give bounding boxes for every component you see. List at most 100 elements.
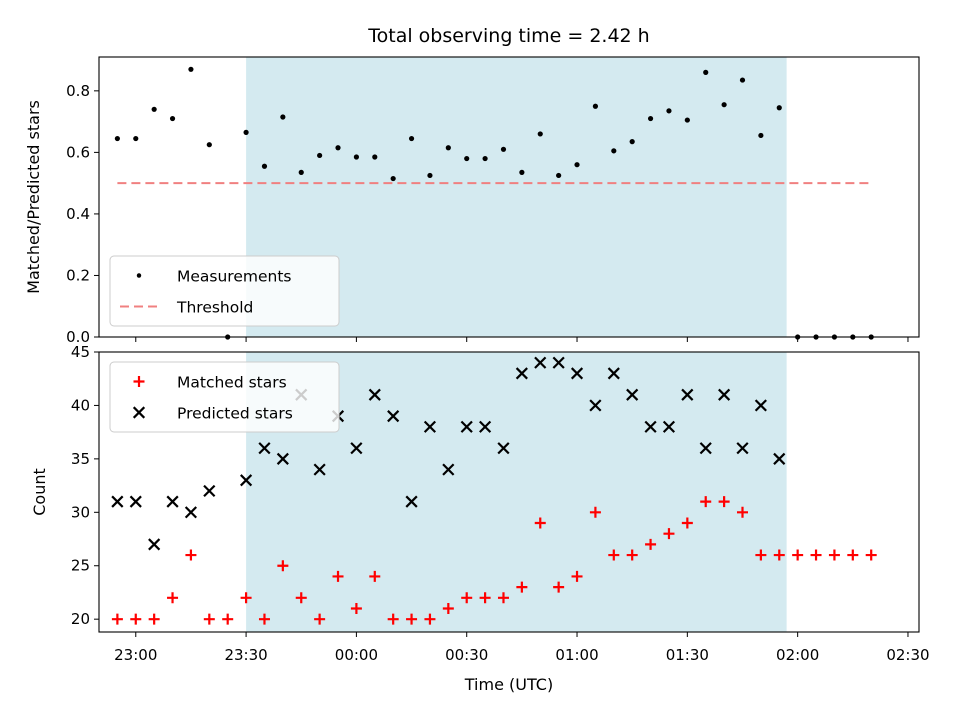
bottom-series1-point-24 bbox=[552, 356, 565, 369]
bottom-series1-point-2 bbox=[148, 538, 161, 551]
top-series0-point-3 bbox=[169, 115, 176, 122]
bottom-series0-point-27 bbox=[608, 549, 620, 561]
bottom-series0-point-1 bbox=[130, 613, 142, 625]
bottom-series1-point-17 bbox=[423, 420, 437, 433]
bottom-series1-point-28 bbox=[626, 388, 639, 401]
xtick-label-5: 01:30 bbox=[666, 646, 709, 664]
top-legend-label-0: Measurements bbox=[177, 268, 292, 286]
bottom-series0-point-20 bbox=[479, 592, 491, 604]
bottom-series1-point-36 bbox=[773, 452, 786, 465]
x-axis-label: Time (UTC) bbox=[464, 675, 553, 694]
bottom-series0-point-24 bbox=[553, 581, 565, 593]
bottom-series0-point-35 bbox=[755, 549, 767, 561]
top-series0-point-0 bbox=[114, 135, 120, 142]
top-series0-point-9 bbox=[280, 114, 286, 120]
top-series0-point-27 bbox=[611, 148, 617, 154]
bottom-series1-point-30 bbox=[662, 420, 676, 433]
bottom-series0-point-23 bbox=[534, 517, 546, 529]
bottom-series1-point-9 bbox=[276, 452, 289, 465]
bottom-ytick-label-2: 30 bbox=[71, 503, 90, 521]
bottom-series0-point-6 bbox=[222, 613, 234, 625]
bottom-legend-label-1: Predicted stars bbox=[177, 405, 293, 423]
bottom-series0-point-26 bbox=[589, 506, 601, 518]
top-ytick-label-3: 0.6 bbox=[66, 143, 90, 161]
top-series0-point-10 bbox=[298, 169, 304, 175]
bottom-series0-point-37 bbox=[792, 549, 804, 561]
chart-title: Total observing time = 2.42 h bbox=[367, 25, 649, 47]
top-series0-point-28 bbox=[629, 139, 635, 145]
bottom-series1-point-25 bbox=[570, 367, 584, 380]
bottom-series0-point-17 bbox=[424, 613, 436, 625]
top-series0-point-23 bbox=[537, 131, 543, 137]
bottom-series1-point-33 bbox=[718, 388, 731, 401]
bottom-series1-point-34 bbox=[736, 442, 749, 455]
bottom-series0-point-7 bbox=[240, 592, 252, 604]
bottom-series0-point-5 bbox=[203, 613, 215, 625]
bottom-series0-point-40 bbox=[847, 549, 859, 561]
bottom-series0-point-31 bbox=[681, 517, 693, 529]
bottom-series0-point-34 bbox=[736, 506, 748, 518]
bottom-series1-point-7 bbox=[240, 474, 253, 487]
bottom-series1-point-19 bbox=[460, 420, 473, 433]
top-series0-point-36 bbox=[776, 105, 782, 111]
top-ytick-label-4: 0.8 bbox=[66, 82, 90, 100]
top-series0-point-24 bbox=[556, 172, 562, 179]
top-series0-point-4 bbox=[188, 66, 194, 72]
bottom-panel: 20 25 30 35 40 45 23:00 23:30 00:00 00:30 01:00 01:… bbox=[30, 343, 930, 694]
bottom-series1-point-8 bbox=[258, 442, 271, 455]
bottom-series1-point-13 bbox=[350, 442, 363, 455]
xtick-label-1: 23:30 bbox=[224, 646, 267, 664]
bottom-panel-frame bbox=[98, 351, 920, 633]
bottom-series1-point-27 bbox=[607, 367, 620, 380]
bottom-legend-swatch-0 bbox=[133, 376, 145, 387]
bottom-series0-point-8 bbox=[258, 613, 270, 625]
bottom-series1-point-22 bbox=[515, 367, 528, 380]
bottom-series0-point-18 bbox=[442, 602, 454, 614]
top-series0-point-31 bbox=[684, 117, 690, 123]
top-series0-point-34 bbox=[739, 77, 746, 83]
bottom-panel-marks bbox=[111, 356, 877, 625]
bottom-series1-point-5 bbox=[203, 484, 216, 498]
top-series0-point-26 bbox=[592, 103, 599, 109]
top-series0-point-15 bbox=[390, 175, 396, 182]
bottom-series1-point-32 bbox=[699, 442, 712, 455]
bottom-series0-point-38 bbox=[810, 549, 822, 561]
top-panel-ticks: 0.0 0.2 0.4 0.6 0.8 bbox=[66, 82, 909, 346]
top-panel-marks bbox=[114, 66, 874, 340]
top-ytick-label-1: 0.2 bbox=[66, 266, 90, 284]
bottom-series0-point-19 bbox=[461, 592, 473, 604]
bottom-series0-point-3 bbox=[167, 592, 179, 604]
bottom-series0-point-12 bbox=[332, 570, 344, 582]
top-series0-point-11 bbox=[317, 152, 323, 159]
bottom-legend-box bbox=[109, 361, 340, 433]
top-series0-point-25 bbox=[574, 162, 580, 168]
top-ytick-label-0: 0.0 bbox=[66, 328, 90, 346]
bottom-legend-swatch-1 bbox=[132, 406, 146, 419]
bottom-legend-label-0: Matched stars bbox=[177, 374, 287, 392]
bottom-series0-point-25 bbox=[571, 570, 583, 582]
bottom-series0-point-29 bbox=[645, 538, 657, 550]
top-legend-label-1: Threshold bbox=[176, 299, 253, 317]
bottom-panel-ylabel: Count bbox=[30, 468, 49, 516]
bottom-series1-point-4 bbox=[184, 506, 198, 519]
bottom-series0-point-2 bbox=[148, 613, 160, 625]
top-series0-point-29 bbox=[647, 115, 654, 122]
bottom-series1-point-21 bbox=[497, 442, 510, 455]
bottom-series1-point-16 bbox=[405, 495, 418, 508]
bottom-series0-point-13 bbox=[350, 602, 362, 614]
top-panel-frame bbox=[98, 56, 920, 338]
bottom-series1-point-15 bbox=[387, 410, 400, 423]
top-series0-point-7 bbox=[243, 129, 249, 135]
top-series0-point-14 bbox=[372, 154, 378, 160]
bottom-series1-point-11 bbox=[313, 463, 326, 476]
bottom-series1-point-31 bbox=[681, 388, 694, 401]
bottom-series0-point-0 bbox=[111, 613, 123, 625]
bottom-ytick-label-3: 35 bbox=[71, 450, 90, 468]
top-series0-point-5 bbox=[206, 142, 212, 148]
top-legend-box bbox=[109, 255, 340, 327]
bottom-series0-point-28 bbox=[626, 549, 638, 561]
top-series0-point-19 bbox=[464, 155, 470, 162]
bottom-series1-point-3 bbox=[166, 495, 179, 508]
bottom-series1-point-35 bbox=[754, 399, 767, 412]
